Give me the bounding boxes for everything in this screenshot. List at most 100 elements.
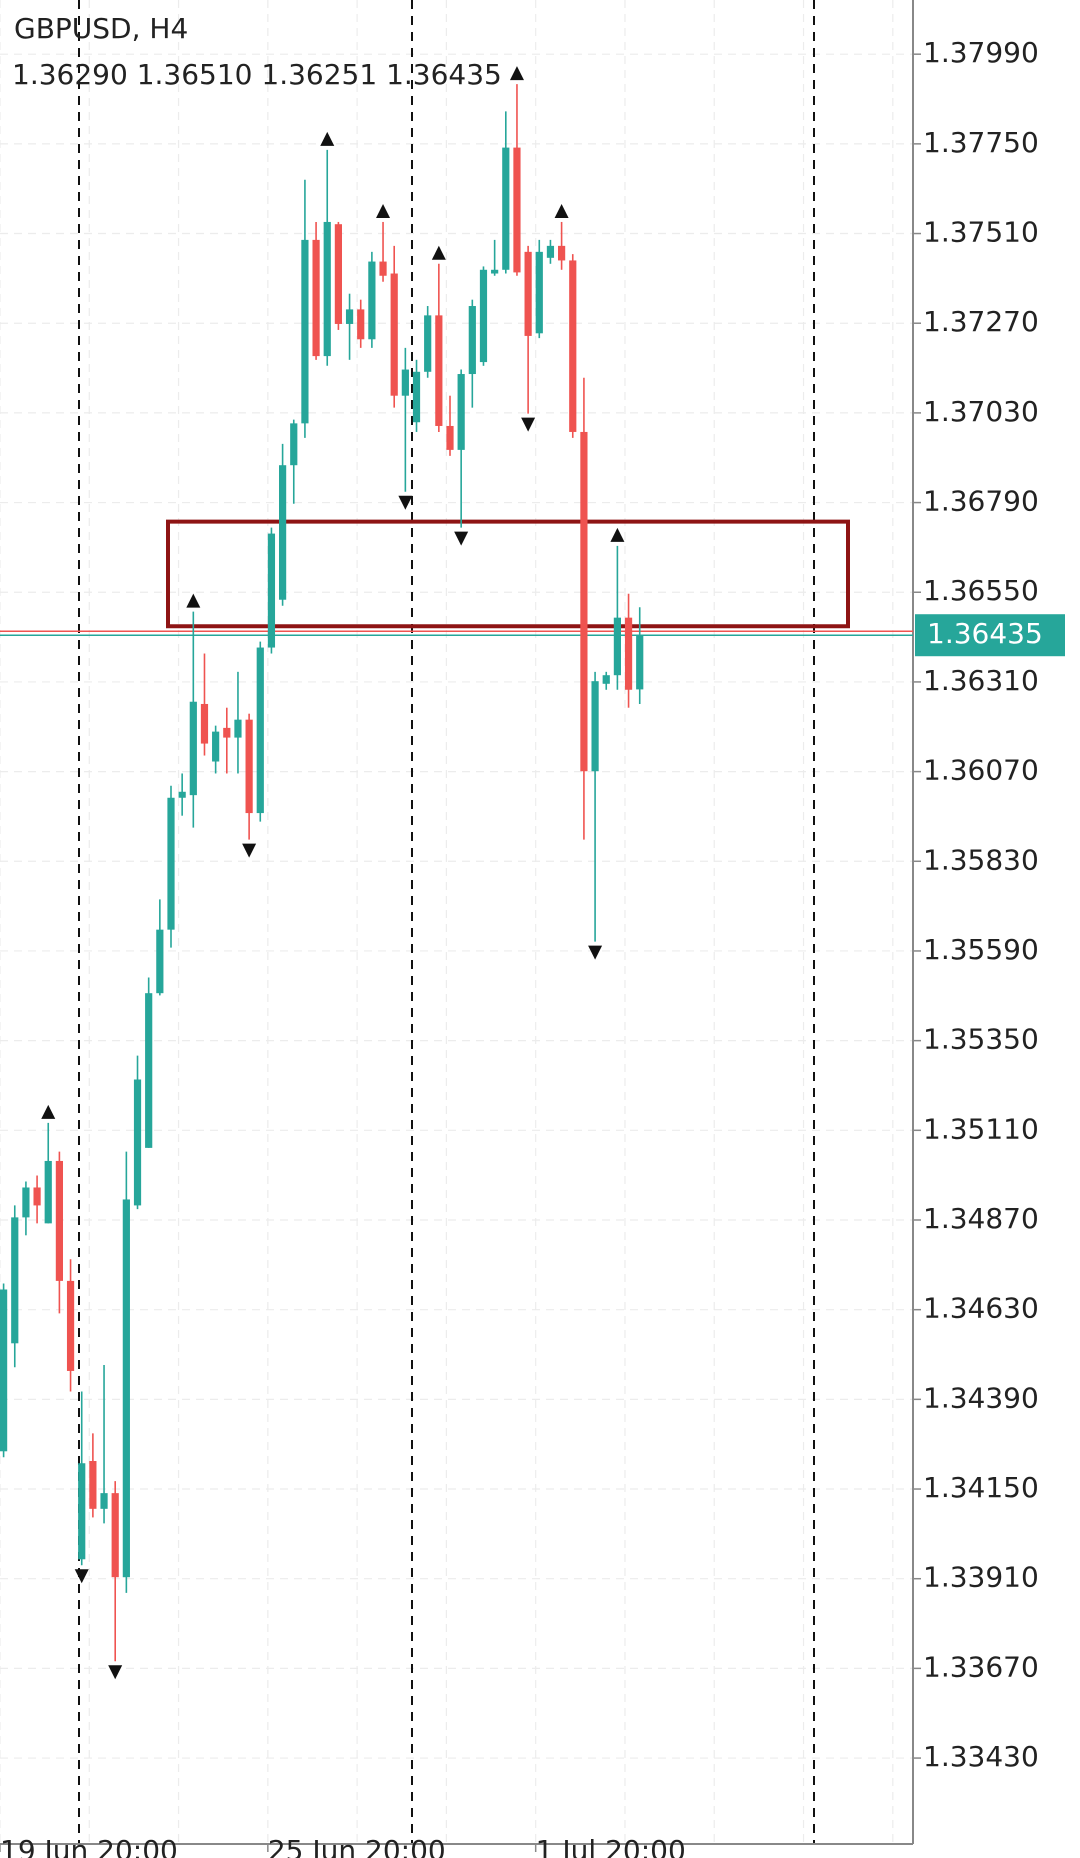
fractal-up <box>610 527 625 542</box>
candle-body <box>223 727 231 738</box>
y-tick-label: 1.37510 <box>923 216 1039 249</box>
y-tick-label: 1.35350 <box>923 1023 1039 1056</box>
y-tick-label: 1.33670 <box>923 1650 1039 1683</box>
candle-body <box>558 245 566 261</box>
y-tick-label: 1.34630 <box>923 1292 1039 1325</box>
candle-body <box>591 681 599 772</box>
fractal-up <box>320 131 335 146</box>
candle-body <box>390 273 398 396</box>
candle-body <box>613 617 621 676</box>
candle-body <box>368 261 376 340</box>
candle-body <box>412 371 421 423</box>
candle-body <box>189 701 197 796</box>
candle-body <box>267 533 276 648</box>
candle-body <box>345 309 354 324</box>
candle-body <box>624 617 633 690</box>
candle-body <box>200 703 209 744</box>
candle-body <box>334 224 342 324</box>
candle-body <box>446 425 454 450</box>
y-tick-label: 1.35590 <box>923 933 1039 966</box>
candle-body <box>524 251 532 336</box>
candle-body <box>546 245 555 258</box>
fractal-up <box>431 245 446 260</box>
y-tick-label: 1.34390 <box>923 1381 1039 1414</box>
fractal-down <box>242 843 257 858</box>
y-tick-label: 1.37030 <box>923 395 1039 428</box>
fractal-up <box>554 203 569 218</box>
candle-body <box>33 1187 41 1206</box>
candle-body <box>212 731 220 762</box>
candle-body <box>100 1493 108 1509</box>
y-tick-label: 1.36790 <box>923 485 1039 518</box>
fractal-up <box>509 66 524 81</box>
candle-body <box>580 431 588 772</box>
candle-body <box>22 1187 30 1218</box>
candle-body <box>323 221 331 357</box>
y-tick-label: 1.34150 <box>923 1471 1039 1504</box>
last-price-label: 1.36435 <box>927 617 1043 650</box>
candle-body <box>379 261 387 276</box>
y-tick-label: 1.35110 <box>923 1112 1039 1145</box>
fractal-up <box>41 1104 56 1119</box>
candle-body <box>0 1289 8 1452</box>
candle-body <box>78 1463 86 1560</box>
y-tick-label: 1.33430 <box>923 1740 1039 1773</box>
candle-body <box>502 147 510 270</box>
x-tick-label: 25 Jun 20:00 <box>268 1834 446 1858</box>
y-tick-label: 1.36310 <box>923 664 1039 697</box>
candle-body <box>111 1493 119 1578</box>
candle-body <box>167 797 175 930</box>
candle-body <box>245 719 253 814</box>
candle-body <box>457 374 465 450</box>
candle-body <box>602 675 610 684</box>
candle-body <box>479 269 488 363</box>
y-tick-label: 1.36550 <box>923 574 1039 607</box>
candle-body <box>256 647 264 814</box>
fractal-up <box>376 203 391 218</box>
candle-body <box>569 260 577 432</box>
candle-body <box>513 147 521 273</box>
candle-body <box>55 1160 63 1281</box>
candle-body <box>89 1461 97 1509</box>
candle-body <box>401 369 409 396</box>
candle-body <box>133 1079 142 1206</box>
candle-body <box>66 1280 75 1371</box>
candle-body <box>290 423 298 466</box>
fractal-down <box>454 531 469 546</box>
candle-body <box>535 251 543 334</box>
fractal-down <box>108 1665 123 1680</box>
x-tick-label: 1 Jul 20:00 <box>536 1834 686 1858</box>
zone-box <box>166 519 850 629</box>
candle-body <box>491 269 499 274</box>
candle-body <box>636 635 644 690</box>
fractal-up <box>186 593 201 608</box>
y-tick-label: 1.37750 <box>923 126 1039 159</box>
candle-body <box>435 315 443 426</box>
y-tick-label: 1.34870 <box>923 1202 1039 1235</box>
candle-body <box>11 1217 19 1344</box>
candle-body <box>122 1199 130 1578</box>
y-tick-label: 1.36070 <box>923 754 1039 787</box>
candle-body <box>468 306 476 375</box>
candle-body <box>357 309 365 340</box>
candle-body <box>44 1160 52 1224</box>
fractal-down <box>521 417 536 432</box>
y-tick-label: 1.37990 <box>923 36 1039 69</box>
fractal-down <box>74 1569 89 1584</box>
ohlc-readout: 1.36290 1.36510 1.36251 1.36435 <box>12 58 502 91</box>
candle-body <box>156 929 164 994</box>
candle-body <box>234 719 242 738</box>
candle-body <box>312 239 320 357</box>
y-tick-label: 1.37270 <box>923 305 1039 338</box>
x-tick-label: 19 Jun 20:00 <box>0 1834 178 1858</box>
candle-body <box>145 993 153 1148</box>
candle-body <box>279 465 287 600</box>
last-price-tag <box>915 614 1065 657</box>
y-tick-label: 1.35830 <box>923 843 1039 876</box>
y-tick-label: 1.33910 <box>923 1561 1039 1594</box>
candle-body <box>301 239 309 424</box>
candle-body <box>424 315 432 372</box>
candle-body <box>178 791 186 798</box>
fractal-down <box>588 945 603 960</box>
